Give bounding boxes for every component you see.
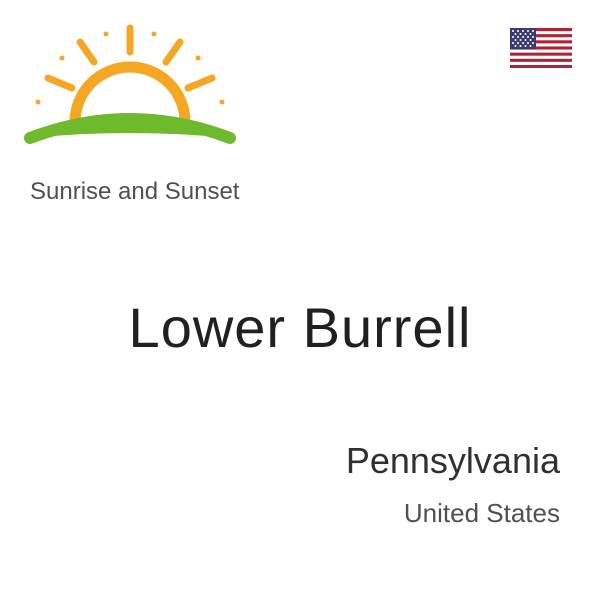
city-name: Lower Burrell bbox=[0, 295, 600, 360]
sunrise-logo bbox=[20, 20, 240, 170]
country-flag bbox=[510, 28, 572, 68]
tagline-text: Sunrise and Sunset bbox=[30, 178, 239, 206]
us-flag-icon bbox=[510, 28, 572, 68]
country-name: United States bbox=[404, 498, 560, 529]
sunrise-icon bbox=[20, 20, 240, 170]
region-name: Pennsylvania bbox=[346, 440, 560, 482]
